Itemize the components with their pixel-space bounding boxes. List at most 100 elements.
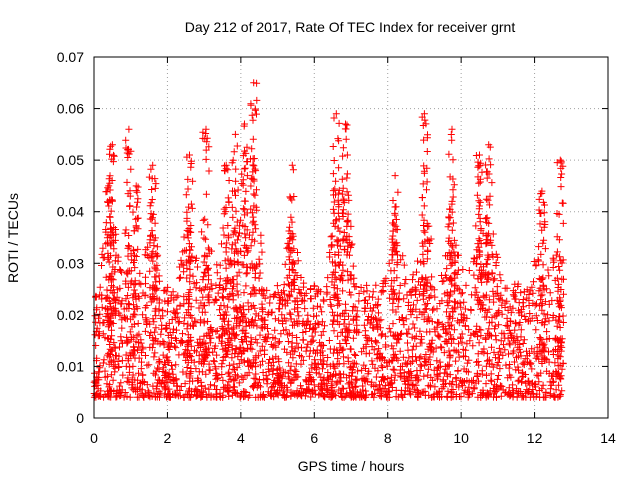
data-point xyxy=(310,282,318,290)
data-point xyxy=(315,391,323,399)
data-point xyxy=(222,264,230,272)
data-point xyxy=(314,302,321,310)
data-point xyxy=(247,174,255,182)
data-point xyxy=(335,386,343,394)
data-point xyxy=(389,286,397,294)
data-point xyxy=(182,191,190,199)
data-point xyxy=(450,181,458,189)
data-point xyxy=(483,174,491,182)
data-point xyxy=(233,218,241,226)
data-point xyxy=(172,376,180,384)
data-point xyxy=(387,282,395,290)
data-point xyxy=(241,371,249,379)
data-point xyxy=(474,275,482,283)
data-point xyxy=(405,325,413,333)
data-point xyxy=(410,301,417,309)
data-point xyxy=(110,356,118,364)
data-point xyxy=(318,318,326,326)
data-point xyxy=(422,305,430,313)
data-point xyxy=(485,141,493,149)
y-tick-label: 0.03 xyxy=(57,255,84,271)
data-point xyxy=(104,184,112,192)
data-point xyxy=(187,222,195,229)
data-point xyxy=(216,281,224,289)
data-point xyxy=(419,250,427,258)
data-point xyxy=(452,391,460,398)
data-point xyxy=(433,375,441,383)
data-point xyxy=(207,326,215,334)
data-point xyxy=(394,188,402,196)
data-point xyxy=(556,374,564,382)
data-point xyxy=(259,391,267,399)
data-point xyxy=(330,157,338,164)
data-point xyxy=(244,393,252,401)
data-point xyxy=(536,220,544,228)
data-point xyxy=(239,221,247,229)
data-point xyxy=(548,372,555,380)
data-point xyxy=(252,203,260,211)
data-point xyxy=(479,305,486,312)
data-point xyxy=(419,122,427,129)
data-point xyxy=(107,371,115,379)
data-point xyxy=(391,209,399,217)
data-point xyxy=(181,380,189,388)
data-point xyxy=(391,203,399,211)
data-point xyxy=(314,290,322,298)
data-point xyxy=(117,337,125,345)
data-point xyxy=(365,313,372,320)
data-point xyxy=(449,386,457,393)
data-point xyxy=(547,381,555,389)
data-point xyxy=(247,155,254,163)
data-point xyxy=(134,245,142,253)
data-point xyxy=(149,161,157,169)
data-point xyxy=(491,325,498,333)
data-point xyxy=(412,342,420,350)
data-point xyxy=(162,378,170,386)
data-point xyxy=(555,263,563,270)
data-point xyxy=(228,241,236,249)
data-point xyxy=(230,148,238,156)
data-point xyxy=(211,295,219,303)
data-point xyxy=(552,251,560,259)
data-point xyxy=(511,326,519,334)
data-point xyxy=(518,378,526,386)
data-point xyxy=(384,375,392,382)
data-point xyxy=(151,175,159,183)
data-point xyxy=(108,141,116,149)
data-point xyxy=(404,346,412,354)
data-point xyxy=(499,351,507,359)
data-point xyxy=(339,287,347,295)
data-point xyxy=(250,190,258,198)
data-point xyxy=(364,316,372,324)
data-point xyxy=(339,345,347,353)
data-point xyxy=(460,389,468,397)
data-point xyxy=(408,358,416,366)
data-point xyxy=(294,343,302,351)
data-point xyxy=(165,358,173,366)
data-point xyxy=(545,317,553,325)
data-point xyxy=(320,374,328,382)
data-point xyxy=(190,280,198,288)
data-point xyxy=(146,393,154,401)
data-point xyxy=(483,278,491,286)
data-point xyxy=(496,271,504,279)
data-point xyxy=(125,305,133,312)
data-point xyxy=(124,292,132,299)
data-point xyxy=(370,393,378,401)
data-point xyxy=(125,355,132,363)
data-point xyxy=(404,359,412,367)
data-point xyxy=(259,308,267,316)
data-point xyxy=(105,360,113,368)
data-point xyxy=(403,291,411,299)
data-point xyxy=(233,287,241,295)
data-point xyxy=(378,330,386,338)
data-point xyxy=(134,320,142,327)
data-point xyxy=(194,377,202,385)
data-point xyxy=(479,292,487,300)
data-point xyxy=(423,178,431,186)
data-point xyxy=(523,386,531,394)
data-point xyxy=(181,314,189,322)
data-point xyxy=(550,377,557,385)
data-point xyxy=(556,313,564,321)
data-point xyxy=(229,230,237,238)
